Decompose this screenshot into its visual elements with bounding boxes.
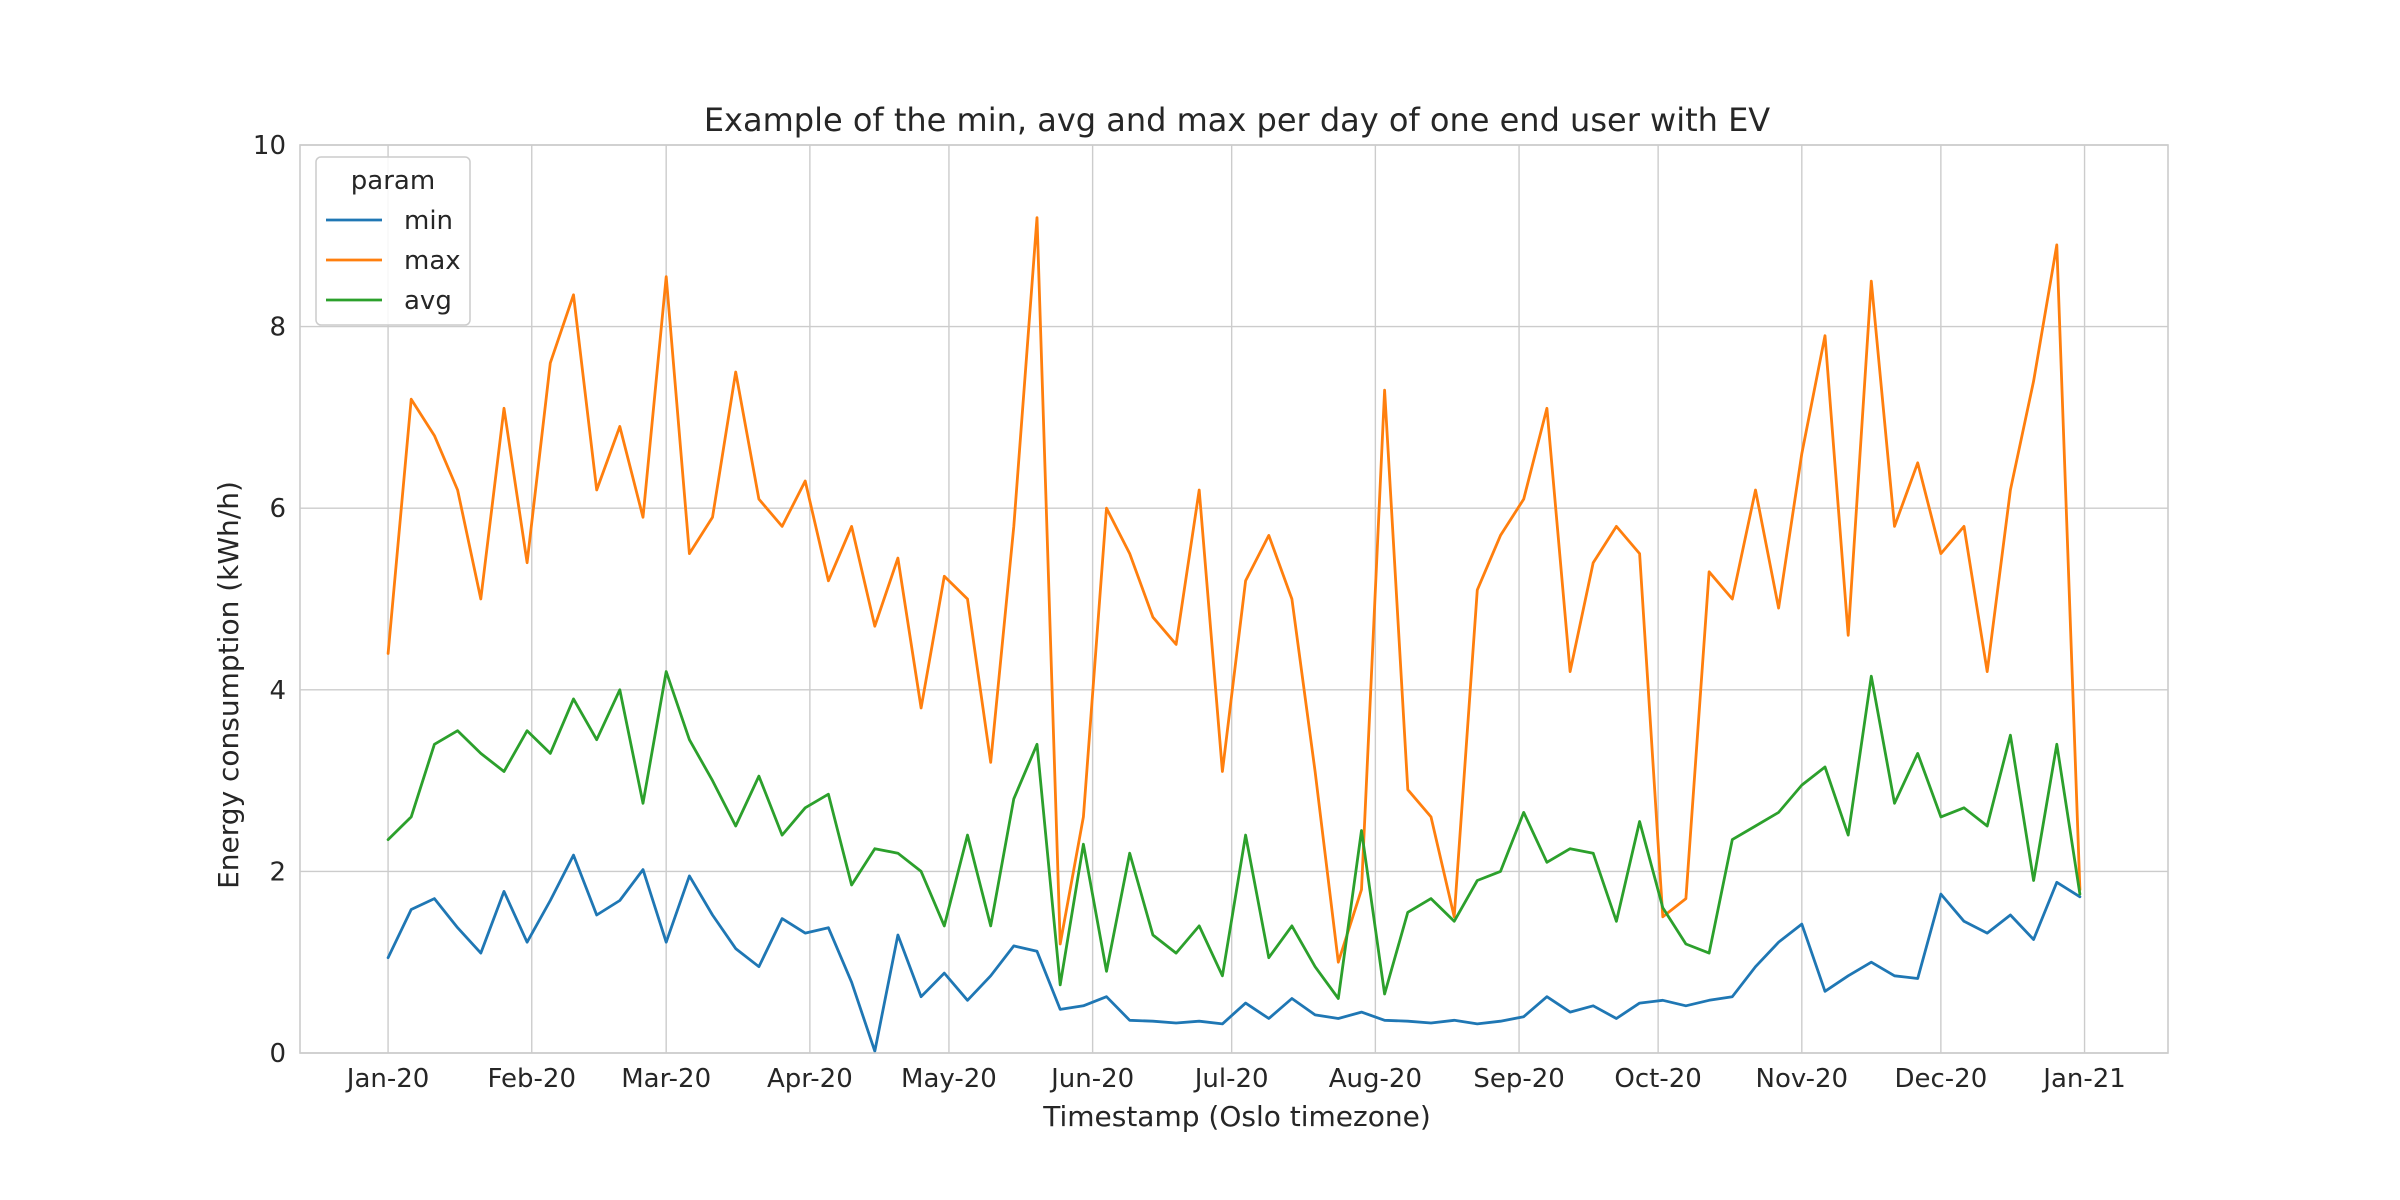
x-tick-label: Oct-20 <box>1614 1064 1701 1094</box>
series-layer <box>386 216 2082 1053</box>
y-axis-label: Energy consumption (kWh/h) <box>212 481 245 889</box>
legend-label-max: max <box>404 246 461 276</box>
legend-entries: min max avg <box>326 206 461 316</box>
x-tick-label: Dec-20 <box>1894 1064 1987 1094</box>
y-tick-label: 2 <box>269 857 286 887</box>
plot-frame <box>299 144 2169 1054</box>
y-tick-label: 8 <box>269 313 286 343</box>
series-line-avg <box>386 670 2082 1000</box>
y-tick-label: 6 <box>269 494 286 524</box>
x-tick-label: Aug-20 <box>1329 1064 1422 1094</box>
x-tick-label: Sep-20 <box>1473 1064 1564 1094</box>
grid-layer <box>300 144 2168 1054</box>
chart-title: Example of the min, avg and max per day … <box>704 101 1770 139</box>
y-tick-label: 4 <box>269 676 286 706</box>
x-tick-label: Feb-20 <box>488 1064 577 1094</box>
legend-label-min: min <box>404 206 453 236</box>
series-line-min <box>386 853 2082 1053</box>
x-tick-label: Apr-20 <box>767 1064 853 1094</box>
x-tick-label: Jan-21 <box>2041 1064 2126 1094</box>
y-tick-label: 0 <box>269 1039 286 1069</box>
x-tick-label: Jul-20 <box>1193 1064 1269 1094</box>
x-tick-label: Jun-20 <box>1049 1064 1134 1094</box>
y-tick-label: 10 <box>253 131 286 161</box>
series-line-max <box>386 216 2082 964</box>
x-tick-label: May-20 <box>901 1064 997 1094</box>
legend-label-avg: avg <box>404 286 452 316</box>
x-axis-label: Timestamp (Oslo timezone) <box>1042 1100 1431 1133</box>
tick-layer: 0 2 4 6 8 10 Jan-20 Feb-20 Mar-20 Apr-20 May-20 Jun… <box>253 131 2126 1094</box>
x-tick-label: Mar-20 <box>621 1064 711 1094</box>
x-tick-label: Nov-20 <box>1756 1064 1849 1094</box>
x-tick-label: Jan-20 <box>345 1064 430 1094</box>
legend: param min max avg <box>315 156 471 326</box>
legend-title: param <box>351 166 435 196</box>
legend-box <box>315 156 471 326</box>
